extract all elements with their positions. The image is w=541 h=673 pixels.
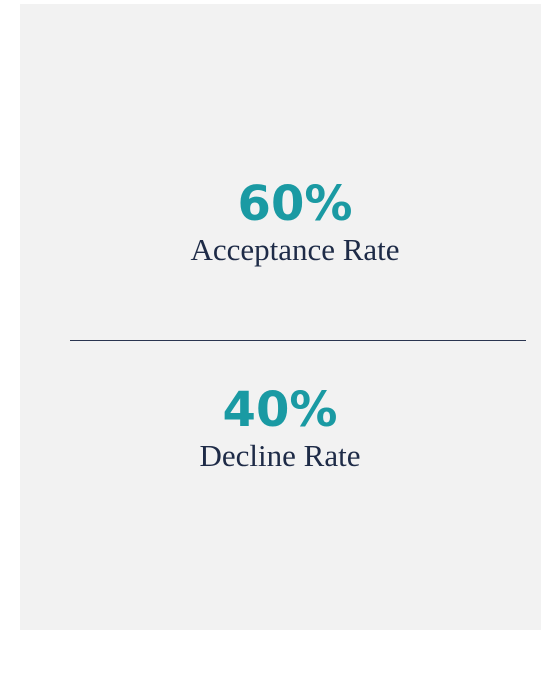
- stat-label: Acceptance Rate: [190, 232, 400, 267]
- stat-label: Decline Rate: [199, 438, 361, 473]
- panel: [20, 4, 541, 630]
- stat-block: 60% Acceptance Rate: [95, 176, 495, 268]
- stat-value: 60%: [237, 176, 353, 232]
- divider: [70, 340, 526, 341]
- stat-block: 40% Decline Rate: [80, 382, 480, 474]
- stat-value: 40%: [222, 382, 338, 438]
